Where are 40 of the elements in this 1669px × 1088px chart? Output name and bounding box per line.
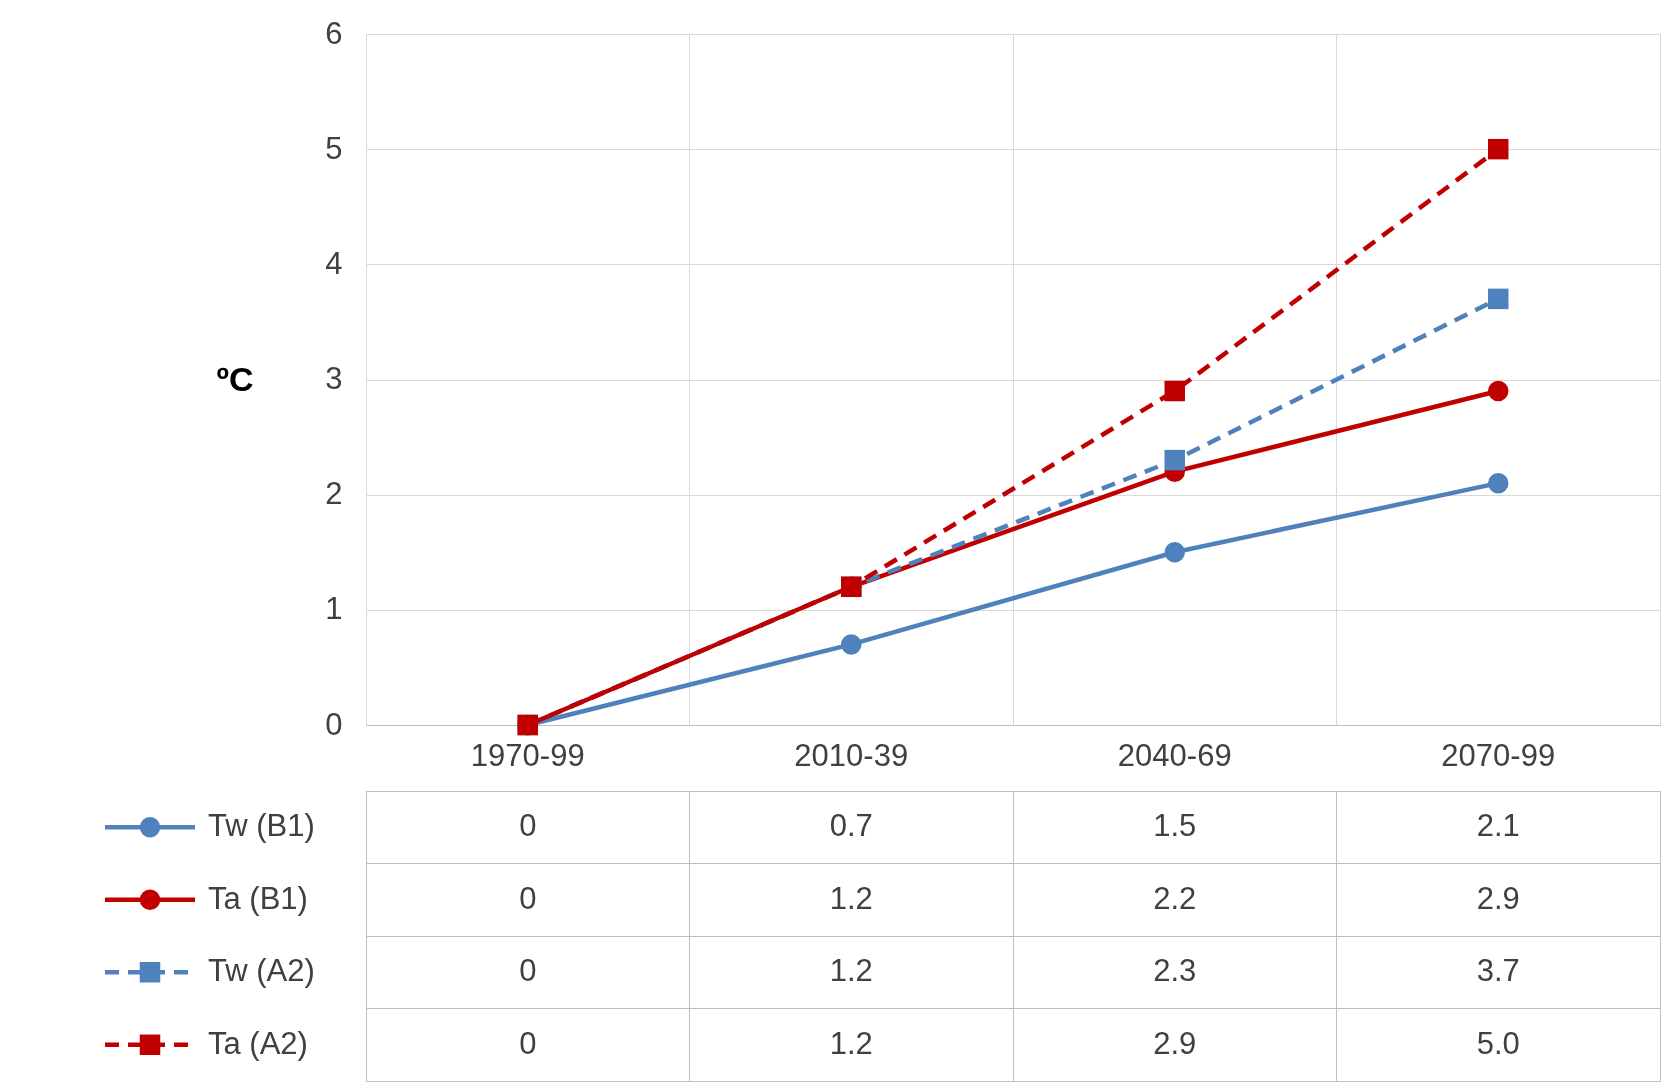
point [1164, 380, 1185, 402]
x-tick-label: 1970-99 [470, 737, 585, 773]
point [1488, 380, 1509, 402]
x-tick-label: 2040-69 [1117, 737, 1232, 773]
data-label: 5.0 [1476, 1025, 1520, 1061]
data-label: 0 [519, 953, 537, 989]
data-label: 2.2 [1153, 880, 1197, 916]
data-label: 1.2 [829, 1025, 873, 1061]
data-label: 0 [519, 808, 537, 844]
point [1164, 542, 1185, 563]
legend-label: Tw (B1) [208, 808, 315, 844]
y-tick-label: 4 [325, 245, 343, 281]
y-tick-label: 2 [325, 476, 343, 512]
y-tick-label: 0 [325, 706, 343, 742]
data-label: 0 [519, 1025, 537, 1061]
y-tick-label: 3 [325, 361, 343, 396]
data-label: 1.5 [1153, 808, 1197, 844]
point [1164, 449, 1185, 471]
point [1488, 472, 1509, 494]
point [1488, 138, 1509, 160]
point [841, 634, 862, 655]
data-label: 3.7 [1476, 953, 1520, 989]
y-axis-title: ºC [216, 359, 254, 398]
legend-label: Ta (A2) [208, 1025, 308, 1061]
data-label: 2.9 [1476, 880, 1520, 916]
data-label: 0.7 [829, 808, 873, 844]
data-label: 2.9 [1153, 1025, 1197, 1061]
data-label: 1.2 [829, 880, 873, 916]
x-tick-label: 2010-39 [794, 737, 909, 773]
legend-label: Tw (A2) [208, 953, 315, 989]
y-tick-label: 1 [325, 591, 343, 627]
point [1488, 288, 1509, 310]
y-tick-label: 6 [325, 15, 343, 51]
data-label: 1.2 [829, 953, 873, 989]
data-label: 2.1 [1476, 808, 1520, 844]
x-tick-label: 2070-99 [1441, 737, 1556, 773]
y-tick-label: 5 [325, 130, 343, 166]
data-label: 0 [519, 880, 537, 916]
data-label: 2.3 [1153, 953, 1197, 989]
legend-label: Ta (B1) [208, 880, 308, 916]
